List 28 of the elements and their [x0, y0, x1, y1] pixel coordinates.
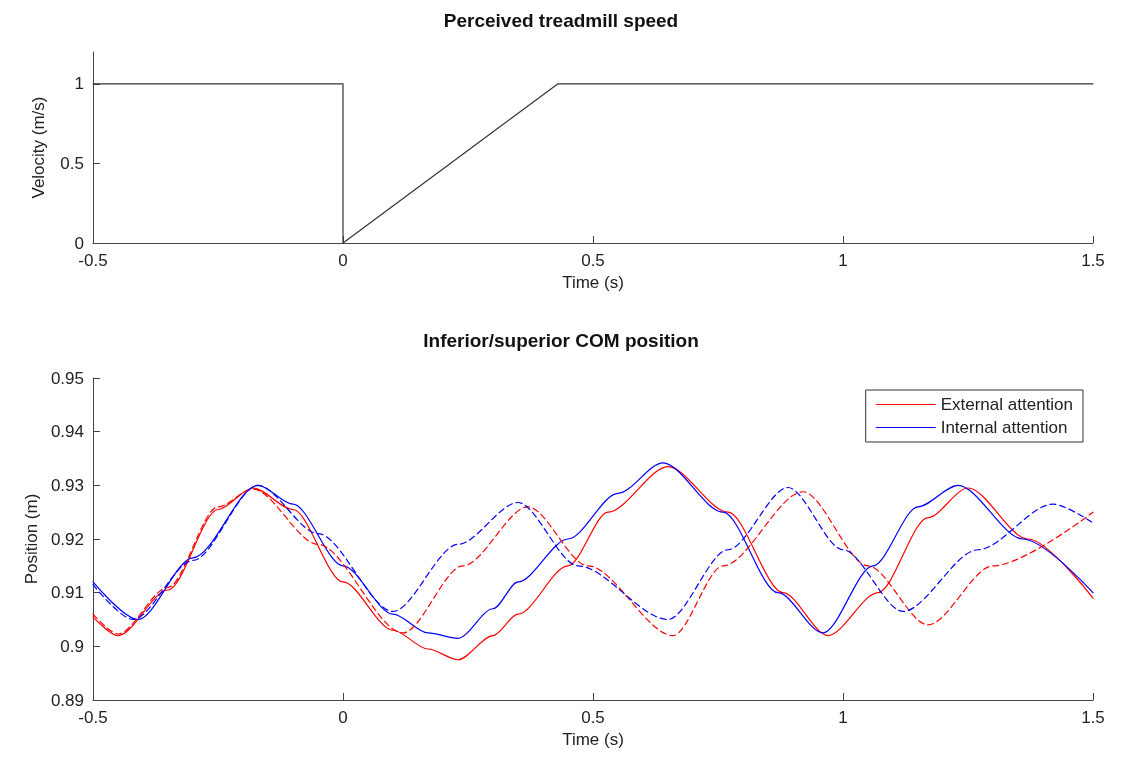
y-tick-label: 0.94: [50, 422, 84, 442]
x-tick-label: 1.5: [1081, 708, 1105, 727]
legend-label: Internal attention: [940, 418, 1068, 437]
x-tick-label: 0.5: [581, 251, 605, 270]
y-tick-label: 0.9: [60, 636, 84, 656]
y-tick-label: 1: [74, 74, 84, 94]
chart-title: Inferior/superior COM position: [423, 330, 699, 351]
y-tick-label: 0.89: [50, 690, 84, 710]
y-tick-label: 0.92: [50, 529, 84, 549]
y-axis-title: Velocity (m/s): [29, 96, 48, 199]
chart-title: Perceived treadmill speed: [443, 10, 679, 31]
x-tick-label: 0: [338, 251, 348, 270]
x-tick-label: 1.5: [1081, 251, 1105, 270]
x-tick-label: 0.5: [581, 708, 605, 727]
x-tick-label: 1: [838, 708, 848, 727]
x-axis-title: Time (s): [562, 272, 624, 292]
y-tick-label: 0.5: [60, 153, 84, 173]
y-tick-label: 0.93: [50, 475, 84, 495]
x-axis-title: Time (s): [562, 729, 624, 749]
y-tick-label: 0.95: [50, 368, 84, 388]
legend-label: External attention: [940, 395, 1074, 414]
y-axis-title: Position (m): [22, 493, 42, 585]
x-tick-label: -0.5: [78, 708, 108, 727]
x-tick-label: -0.5: [78, 251, 108, 270]
y-tick-label: 0: [74, 233, 84, 253]
y-tick-label: 0.91: [50, 583, 84, 603]
x-tick-label: 1: [838, 251, 848, 270]
x-tick-label: 0: [338, 708, 348, 727]
